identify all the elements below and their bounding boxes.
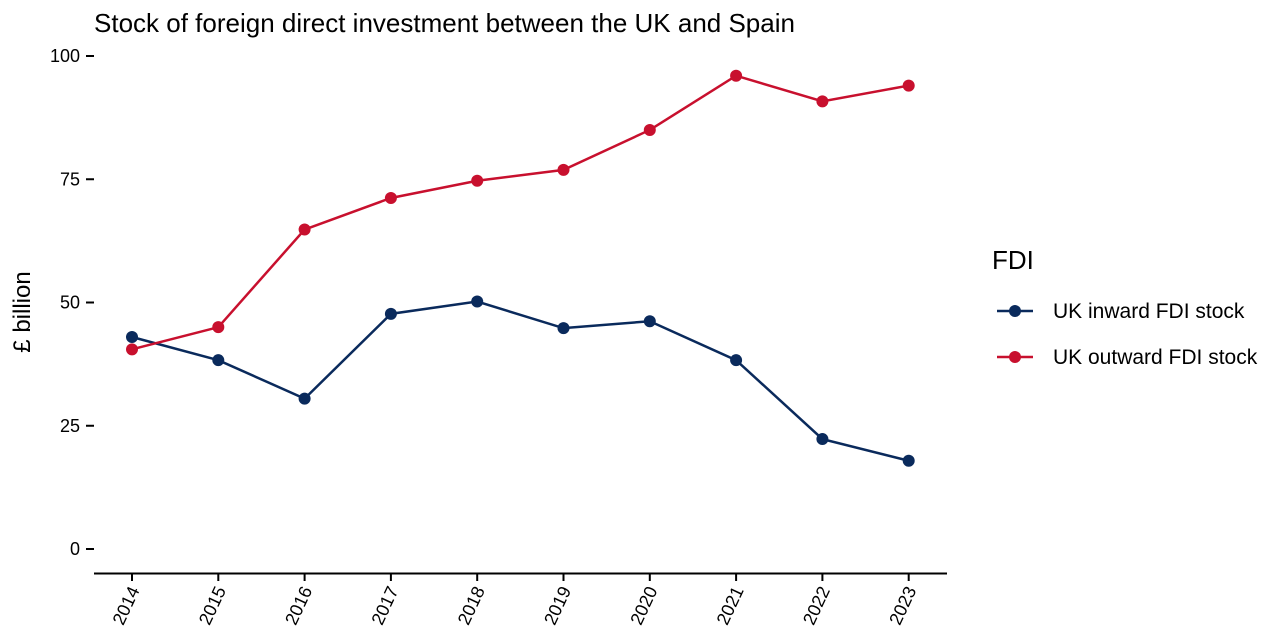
series-0	[126, 295, 915, 467]
x-tick-label: 2019	[540, 583, 575, 628]
chart-title: Stock of foreign direct investment betwe…	[94, 8, 795, 38]
data-point	[471, 295, 484, 308]
data-point	[816, 95, 829, 108]
y-tick-label: 25	[60, 416, 80, 436]
x-tick-label: 2018	[454, 583, 489, 628]
x-tick-label: 2021	[713, 583, 748, 628]
y-tick-label: 75	[60, 169, 80, 189]
legend: FDI UK inward FDI stock UK outward FDI st…	[992, 245, 1258, 369]
data-point	[384, 191, 397, 204]
data-point	[126, 331, 138, 344]
data-point	[816, 433, 829, 446]
data-point	[384, 307, 397, 320]
x-tick-label: 2020	[626, 583, 661, 628]
data-point	[902, 454, 915, 467]
legend-item: UK outward FDI stock	[997, 346, 1258, 369]
data-point	[212, 321, 225, 334]
x-tick-label: 2023	[885, 583, 920, 628]
data-point	[643, 315, 656, 328]
y-tick-label: 100	[50, 46, 80, 66]
series-1	[126, 69, 915, 356]
legend-marker	[1009, 351, 1021, 363]
legend-title: FDI	[992, 245, 1034, 275]
x-tick-label: 2015	[195, 583, 230, 628]
data-point	[643, 123, 656, 136]
data-point	[126, 343, 138, 356]
series-line	[131, 74, 909, 351]
data-point	[557, 163, 570, 176]
y-ticks: 0 25 50 75 100	[50, 46, 94, 559]
data-point	[557, 322, 570, 335]
series-group	[126, 69, 915, 467]
legend-marker	[1009, 305, 1021, 317]
legend-label: UK inward FDI stock	[1053, 300, 1245, 323]
data-point	[298, 392, 311, 405]
y-tick-label: 0	[70, 539, 80, 559]
y-tick-label: 50	[60, 293, 80, 313]
data-point	[730, 354, 743, 367]
data-point	[298, 223, 311, 236]
x-tick-label: 2016	[281, 583, 316, 628]
series-line	[131, 300, 910, 462]
y-axis-label: £ billion	[9, 271, 36, 352]
legend-label: UK outward FDI stock	[1053, 346, 1258, 369]
legend-item: UK inward FDI stock	[997, 300, 1245, 323]
data-point	[902, 79, 915, 92]
x-tick-label: 2014	[109, 583, 144, 628]
data-point	[212, 354, 225, 367]
data-point	[730, 69, 743, 82]
x-ticks: 2014 2015 2016 2017 2018 2019 2020 2021 2022 2023	[109, 573, 920, 628]
x-tick-label: 2022	[799, 583, 834, 628]
x-tick-label: 2017	[367, 583, 402, 628]
data-point	[471, 174, 484, 187]
